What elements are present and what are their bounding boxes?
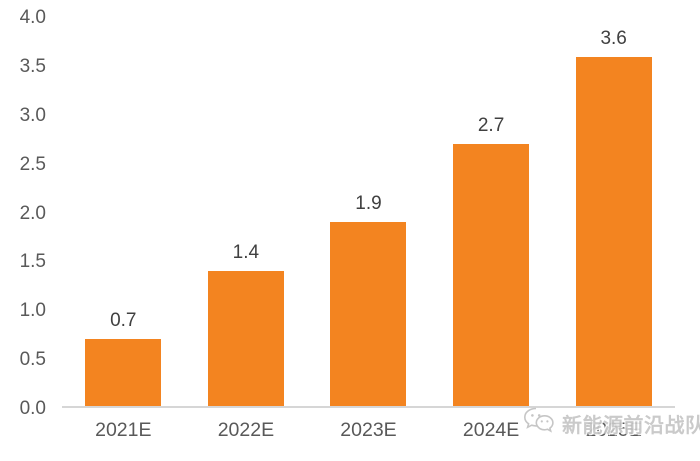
bar-data-label: 1.9: [355, 193, 382, 215]
y-tick-label: 1.0: [19, 300, 46, 322]
bar-data-label: 2.7: [477, 115, 505, 137]
y-tick-label: 2.5: [19, 153, 46, 175]
x-category-label: 2024E: [462, 419, 520, 441]
y-tick-label: 1.5: [19, 251, 46, 273]
y-axis: 4.0 3.5 3.0 2.5 2.0 1.5 1.0 0.5 0.0: [0, 7, 46, 419]
bar-data-label: 1.4: [232, 241, 260, 263]
bar-2022E: [207, 270, 284, 407]
plot-area: 0.7 1.4 1.9 2.7 3.6: [62, 18, 675, 407]
bar-slots: 0.7 1.4 1.9 2.7 3.6: [62, 18, 675, 407]
y-tick-label: 2.0: [19, 202, 46, 224]
bar-2024E: [453, 144, 530, 407]
bar-slot: 3.6: [552, 18, 675, 407]
x-category-label: 2021E: [95, 419, 152, 441]
x-category-label: 2022E: [217, 419, 275, 441]
bar-slot: 1.4: [185, 18, 308, 407]
bar-slot: 1.9: [307, 18, 430, 407]
y-tick-label: 4.0: [19, 7, 46, 28]
bar-2025E: [575, 56, 652, 407]
x-axis-line: [62, 406, 675, 408]
bar-slot: 0.7: [62, 18, 185, 407]
bar-data-label: 0.7: [110, 309, 137, 331]
y-tick-label: 3.5: [19, 55, 46, 77]
y-tick-label: 0.0: [19, 398, 46, 419]
x-category-label: 2025E: [585, 419, 642, 441]
y-tick-label: 0.5: [19, 349, 46, 371]
x-category-label: 2023E: [340, 419, 397, 441]
bar-2023E: [330, 222, 407, 407]
x-axis: 2021E 2022E 2023E 2024E 2025E: [62, 419, 675, 442]
bar-slot: 2.7: [430, 18, 553, 407]
bar-2021E: [85, 338, 162, 407]
y-tick-label: 3.0: [19, 104, 46, 126]
bar-data-label: 3.6: [600, 27, 627, 49]
